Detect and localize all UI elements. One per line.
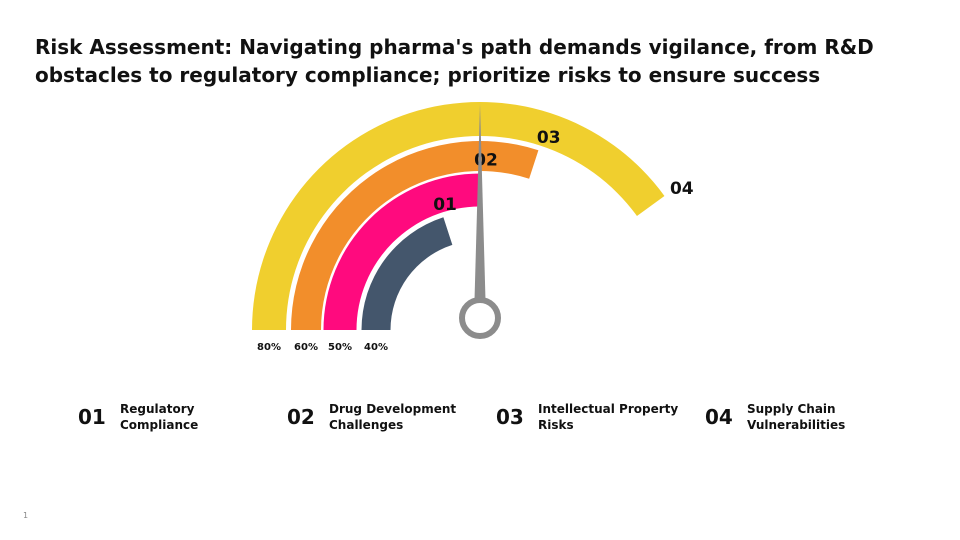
- gauge-arc-label-02: 02: [474, 151, 498, 171]
- legend-number: 04: [705, 405, 733, 429]
- gauge-arc-04: [252, 101, 665, 330]
- gauge-arc-02: [323, 173, 480, 330]
- legend-number: 02: [287, 405, 315, 429]
- legend-number: 01: [78, 405, 106, 429]
- page-number: 1: [23, 511, 29, 520]
- gauge-arc-01: [361, 217, 453, 330]
- gauge-arc-03: [291, 140, 539, 330]
- legend-label: Regulatory Compliance: [120, 402, 199, 432]
- gauge-arc-label-03: 03: [537, 128, 561, 148]
- gauge-scale-label-02: 50%: [328, 342, 352, 353]
- gauge-arc-label-01: 01: [433, 195, 457, 215]
- legend-number: 03: [496, 405, 524, 429]
- gauge-scale-label-03: 60%: [294, 342, 318, 353]
- page-title: Risk Assessment: Navigating pharma's pat…: [35, 35, 874, 87]
- gauge-scale-label-04: 80%: [257, 342, 281, 353]
- gauge-arc-label-04: 04: [670, 179, 694, 199]
- legend-label: Supply Chain Vulnerabilities: [747, 402, 846, 432]
- gauge-scale-label-01: 40%: [364, 342, 388, 353]
- legend-label: Intellectual Property Risks: [538, 402, 679, 432]
- gauge-needle: [474, 104, 486, 318]
- gauge-needle-hub: [459, 297, 501, 339]
- legend-label: Drug Development Challenges: [329, 402, 457, 432]
